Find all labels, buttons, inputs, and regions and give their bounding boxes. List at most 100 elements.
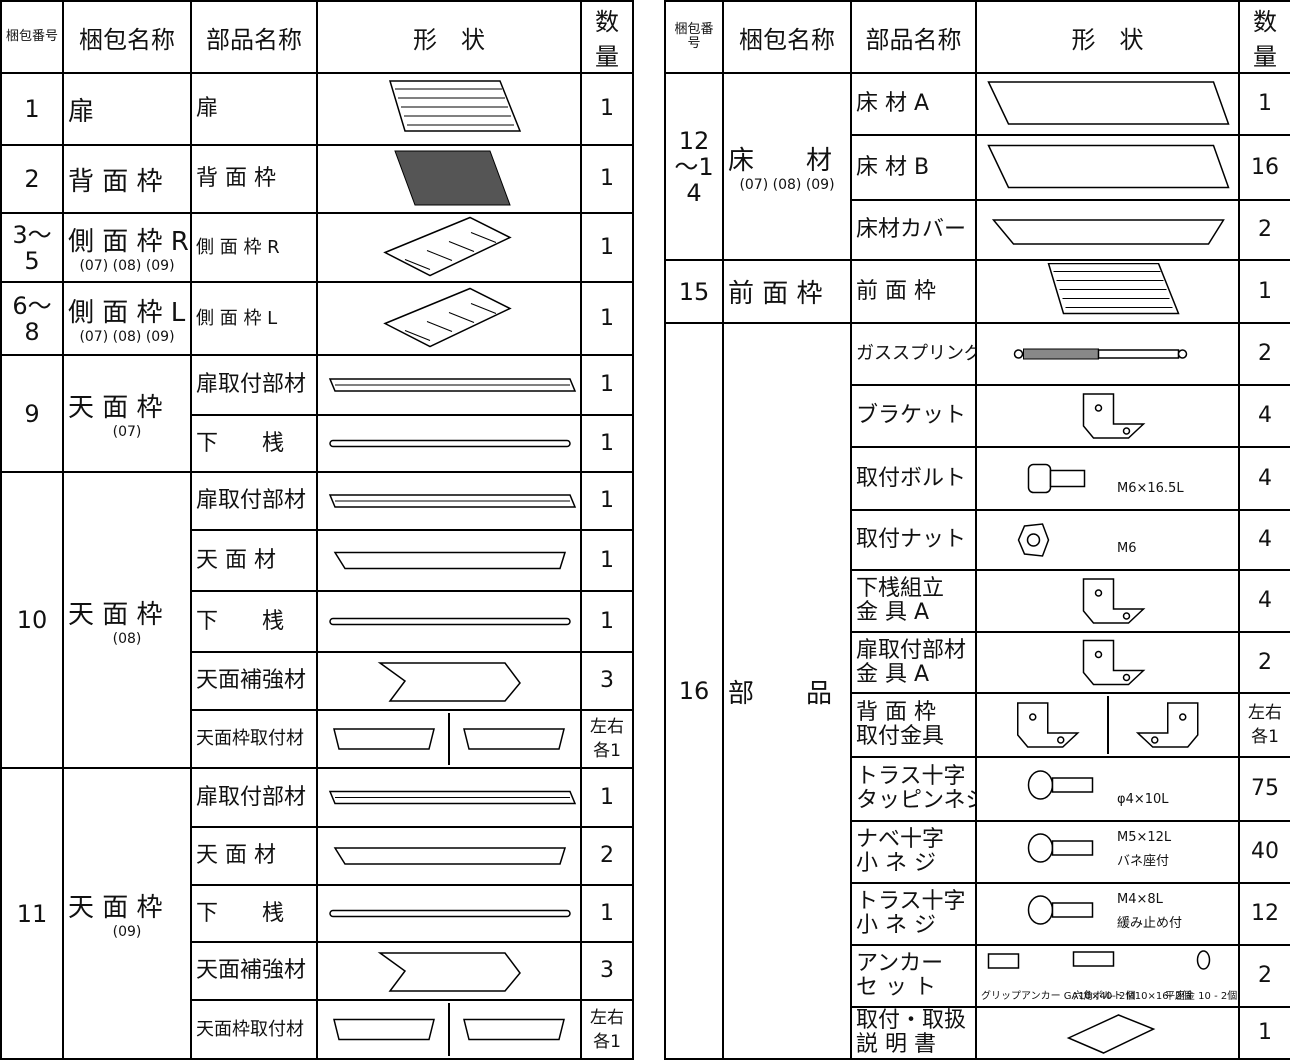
package-number: 12～14 — [664, 72, 724, 261]
package-number: 15 — [664, 259, 724, 324]
shape-note: M4×8L — [1117, 892, 1163, 907]
part-illustration — [1066, 1014, 1156, 1054]
shape-note: 六角ボルト M10×16- 2個 — [1073, 991, 1192, 1002]
package-number: 1 — [0, 72, 64, 146]
item-row: 天 面 材 2 — [1, 826, 634, 886]
package-name-text: 側 面 枠 L — [68, 298, 186, 328]
part-illustration — [333, 847, 567, 865]
part-name: 前 面 枠 — [850, 259, 977, 324]
package-name-text: 天 面 枠 — [68, 893, 163, 923]
quantity: 12 — [1238, 882, 1290, 946]
shape-note: φ4×10L — [1117, 792, 1169, 807]
part-illustration — [1013, 348, 1188, 360]
part-name: 扉取付部材 — [190, 471, 318, 531]
part-illustration — [1082, 393, 1146, 439]
package-name-text: 部 品 — [728, 678, 833, 709]
part-name: ナベ十字小 ネ ジ — [850, 820, 977, 884]
shape-cell — [316, 941, 582, 1001]
quantity: 1 — [580, 354, 634, 416]
package-number: 6～8 — [0, 281, 64, 356]
shape-cell — [316, 414, 582, 473]
item-row: 天面枠取付材 左右各1 — [1, 709, 634, 769]
part-name: 天面枠取付材 — [190, 999, 318, 1060]
part-illustration — [1027, 770, 1094, 800]
quantity: 1 — [580, 471, 634, 531]
part-name: アンカーセ ッ ト — [850, 944, 977, 1008]
quantity: 3 — [580, 651, 634, 711]
part-illustration — [463, 728, 565, 750]
part-name-line: 小 ネ ジ — [856, 913, 936, 938]
shape-cell — [316, 999, 582, 1060]
part-name: 天 面 材 — [190, 826, 318, 886]
part-name: 側 面 枠 L — [190, 281, 318, 356]
part-name: 取付・取扱説 明 書 — [850, 1006, 977, 1060]
part-illustration — [329, 909, 571, 918]
part-name-line: ブラケット — [856, 403, 967, 428]
package-name-text: 背 面 枠 — [68, 166, 163, 197]
part-name-line: 取付ボルト — [856, 465, 967, 491]
package-variant: (09) — [112, 924, 142, 940]
item-row: 下 桟 1 — [1, 590, 634, 653]
part-name-line: タッピンネジ — [856, 788, 976, 813]
part-name-line: 扉取付部材 — [856, 637, 967, 663]
part-illustration — [1027, 895, 1094, 925]
part-name: 扉取付部材金 具 A — [850, 631, 977, 694]
item-row: 天 面 材 1 — [1, 529, 634, 592]
package-name: 扉 — [62, 72, 192, 146]
part-name-line: 床材カバー — [856, 217, 967, 242]
package-name-text: 側 面 枠 R — [68, 227, 189, 257]
part-name-line: トラス十字 — [856, 889, 966, 914]
part-name-line: 扉 — [196, 96, 219, 121]
part-name: 天 面 材 — [190, 529, 318, 592]
quantity: 4 — [1238, 509, 1290, 571]
part-name: 側 面 枠 R — [190, 212, 318, 283]
package-name-text: 扉 — [68, 96, 95, 127]
item-row: 背 面 枠取付金具 左右各1 — [665, 692, 1290, 758]
part-name: 背 面 枠取付金具 — [850, 692, 977, 758]
part-illustration — [991, 219, 1225, 245]
quantity: 1 — [1238, 259, 1290, 324]
part-illustration — [329, 617, 571, 626]
item-row: 床 材 B 16 — [665, 134, 1290, 201]
item-row: 10 天 面 枠 (08) 扉取付部材 1 — [0, 471, 634, 769]
part-name-line: 天 面 材 — [196, 843, 276, 868]
shape-note: 平座金 10 - 2個 — [1165, 991, 1238, 1002]
package-name: 側 面 枠 L (07) (08) (09) — [62, 281, 192, 356]
part-illustration — [333, 551, 567, 570]
quantity: 3 — [580, 941, 634, 1001]
part-illustration — [328, 494, 577, 508]
item-row: 下桟組立金 具 A 4 — [665, 569, 1290, 633]
part-name: 取付ボルト — [850, 446, 977, 511]
shape-cell — [975, 134, 1240, 201]
shape-cell — [316, 354, 582, 416]
part-name: 床材カバー — [850, 199, 977, 261]
part-name-line: トラス十字 — [856, 764, 966, 789]
part-name-line: 天面枠取付材 — [196, 728, 304, 749]
part-illustration — [328, 378, 577, 392]
part-illustration — [383, 287, 512, 348]
package-number: 16 — [664, 322, 724, 1060]
part-name-line: 背 面 枠 — [856, 700, 936, 725]
part-name-line: 側 面 枠 R — [196, 236, 280, 258]
shape-note: M6 — [1117, 541, 1137, 556]
item-row: トラス十字小 ネ ジ M4×8L 緩み止め付 12 — [665, 882, 1290, 946]
shape-note: 緩み止め付 — [1117, 916, 1183, 931]
quantity: 1 — [580, 884, 634, 943]
quantity: 1 — [580, 144, 634, 214]
item-row: 取付ナット M6 4 — [665, 509, 1290, 571]
part-name-line: アンカー — [856, 951, 944, 976]
part-name-line: 金 具 A — [856, 600, 930, 625]
item-row: ナベ十字小 ネ ジ M5×12L バネ座付 40 — [665, 820, 1290, 884]
part-name-line: セ ッ ト — [856, 975, 936, 1000]
part-name-line: 扉取付部材 — [196, 372, 307, 397]
part-illustration — [1017, 523, 1050, 557]
shape-cell — [975, 384, 1240, 448]
part-name: 下 桟 — [190, 590, 318, 653]
header-cell: 形 状 — [316, 0, 582, 74]
part-illustration — [377, 952, 521, 992]
